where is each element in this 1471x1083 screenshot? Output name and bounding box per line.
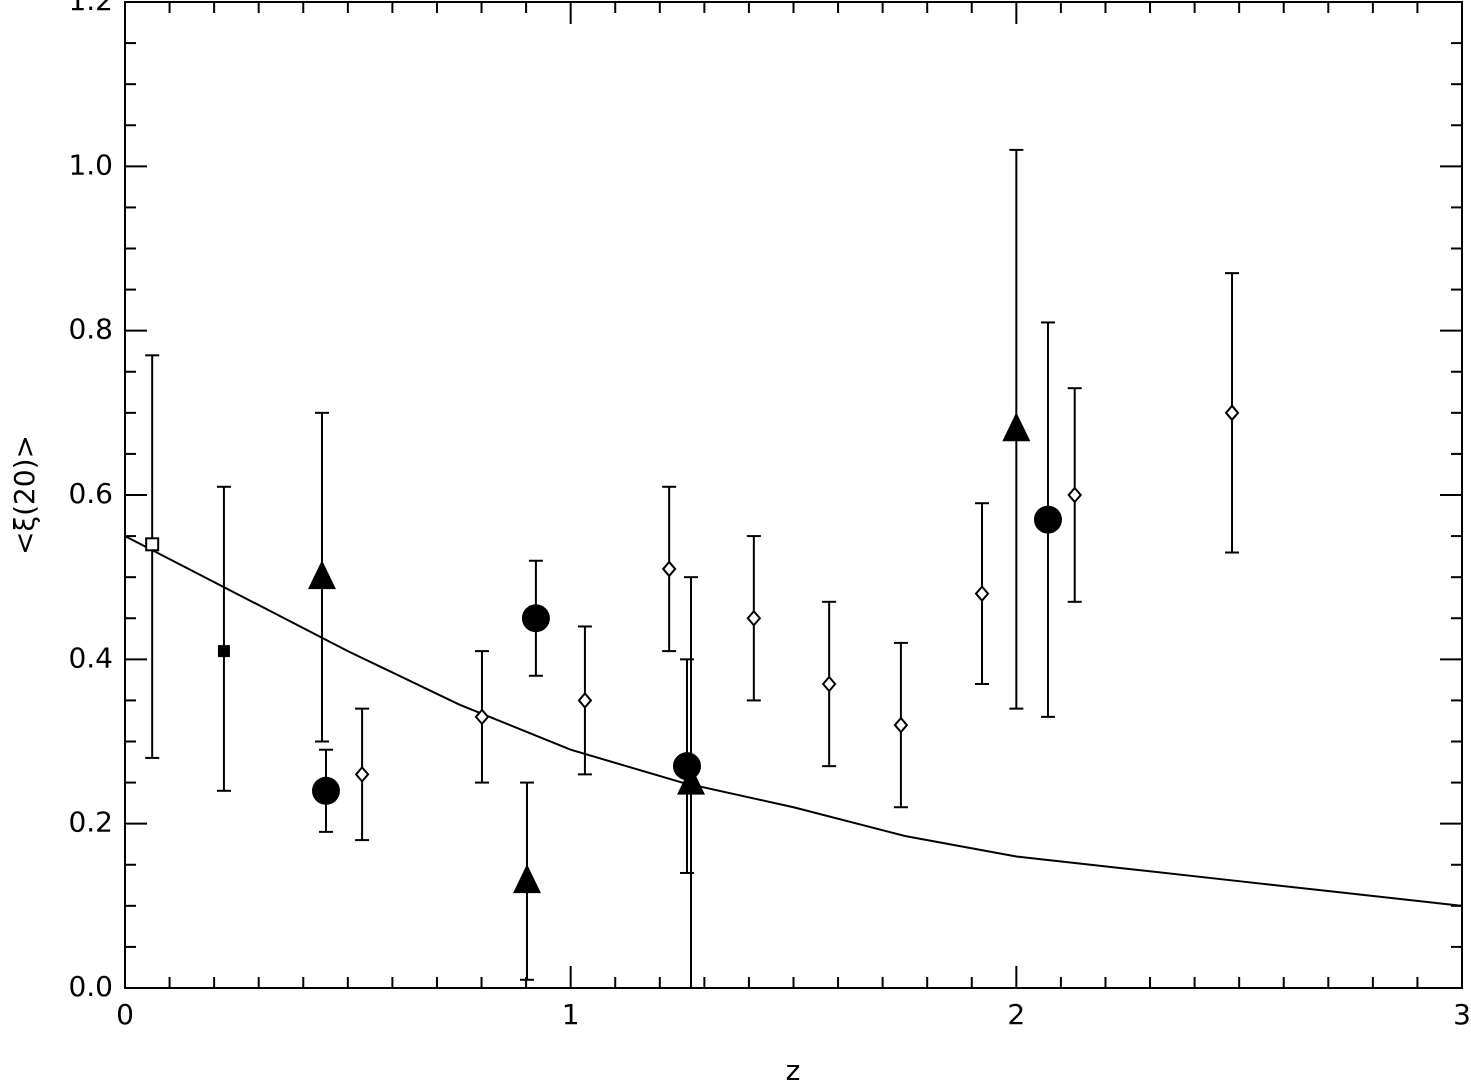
marker-diamond [354, 765, 370, 783]
marker-triangle [1002, 412, 1031, 442]
marker-circle [672, 752, 701, 781]
y-tick-label: 0.0 [68, 970, 113, 1003]
marker-circle [311, 776, 340, 805]
marker-diamond [821, 675, 837, 693]
y-tick-label: 0.8 [68, 313, 113, 346]
x-axis-label: z [786, 1054, 801, 1083]
marker-triangle [676, 765, 705, 795]
y-tick-label: 0.4 [68, 641, 113, 674]
model-curve [124, 535, 1463, 907]
marker-diamond [974, 585, 990, 603]
y-tick-label: 0.2 [68, 806, 113, 839]
plot-frame [124, 1, 1463, 989]
marker-diamond [577, 691, 593, 709]
marker-circle [521, 604, 550, 633]
y-axis-label: <ξ(20)> [8, 435, 41, 555]
marker-diamond [1224, 404, 1240, 422]
x-tick-label: 2 [1007, 998, 1025, 1031]
x-tick-label: 0 [116, 998, 134, 1031]
y-tick-label: 1.2 [68, 0, 113, 17]
marker-diamond [474, 708, 490, 726]
marker-diamond [746, 609, 762, 627]
marker-circle [1033, 505, 1062, 534]
marker-triangle [512, 864, 541, 894]
marker-diamond [893, 716, 909, 734]
marker-diamond [661, 560, 677, 578]
y-tick-label: 0.6 [68, 477, 113, 510]
marker-square [145, 537, 160, 552]
x-tick-label: 3 [1453, 998, 1471, 1031]
x-tick-label: 1 [562, 998, 580, 1031]
marker-diamond [1067, 486, 1083, 504]
y-tick-label: 1.0 [68, 148, 113, 181]
marker-square [217, 645, 230, 658]
marker-triangle [307, 560, 336, 590]
